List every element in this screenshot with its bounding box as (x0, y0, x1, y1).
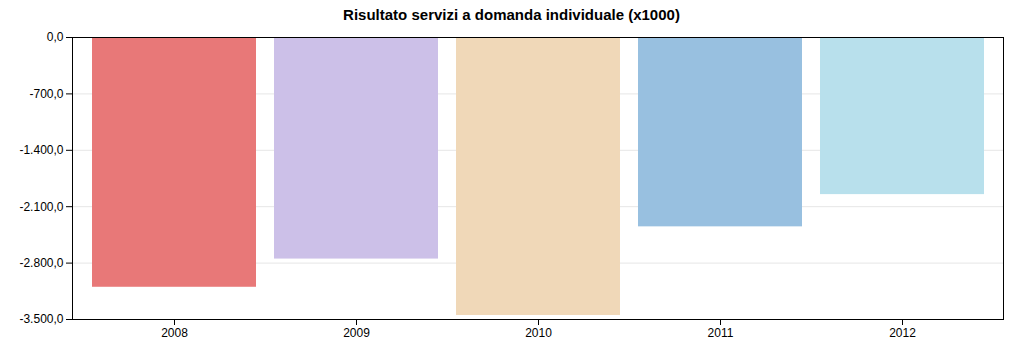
svg-text:-3.500,0: -3.500,0 (19, 312, 63, 326)
svg-text:2009: 2009 (343, 326, 370, 340)
svg-text:2010: 2010 (525, 326, 552, 340)
svg-text:0,0: 0,0 (47, 30, 64, 44)
svg-text:-1.400,0: -1.400,0 (19, 143, 63, 157)
svg-text:-2.800,0: -2.800,0 (19, 256, 63, 270)
svg-text:-700,0: -700,0 (29, 87, 63, 101)
html-text:Risultato servizi a domanda in: Risultato servizi a domanda individuale … (343, 6, 680, 23)
svg-text:2012: 2012 (889, 326, 916, 340)
svg-text:-2.100,0: -2.100,0 (19, 200, 63, 214)
svg-text:2011: 2011 (708, 326, 734, 340)
svg-text:2008: 2008 (161, 326, 188, 340)
